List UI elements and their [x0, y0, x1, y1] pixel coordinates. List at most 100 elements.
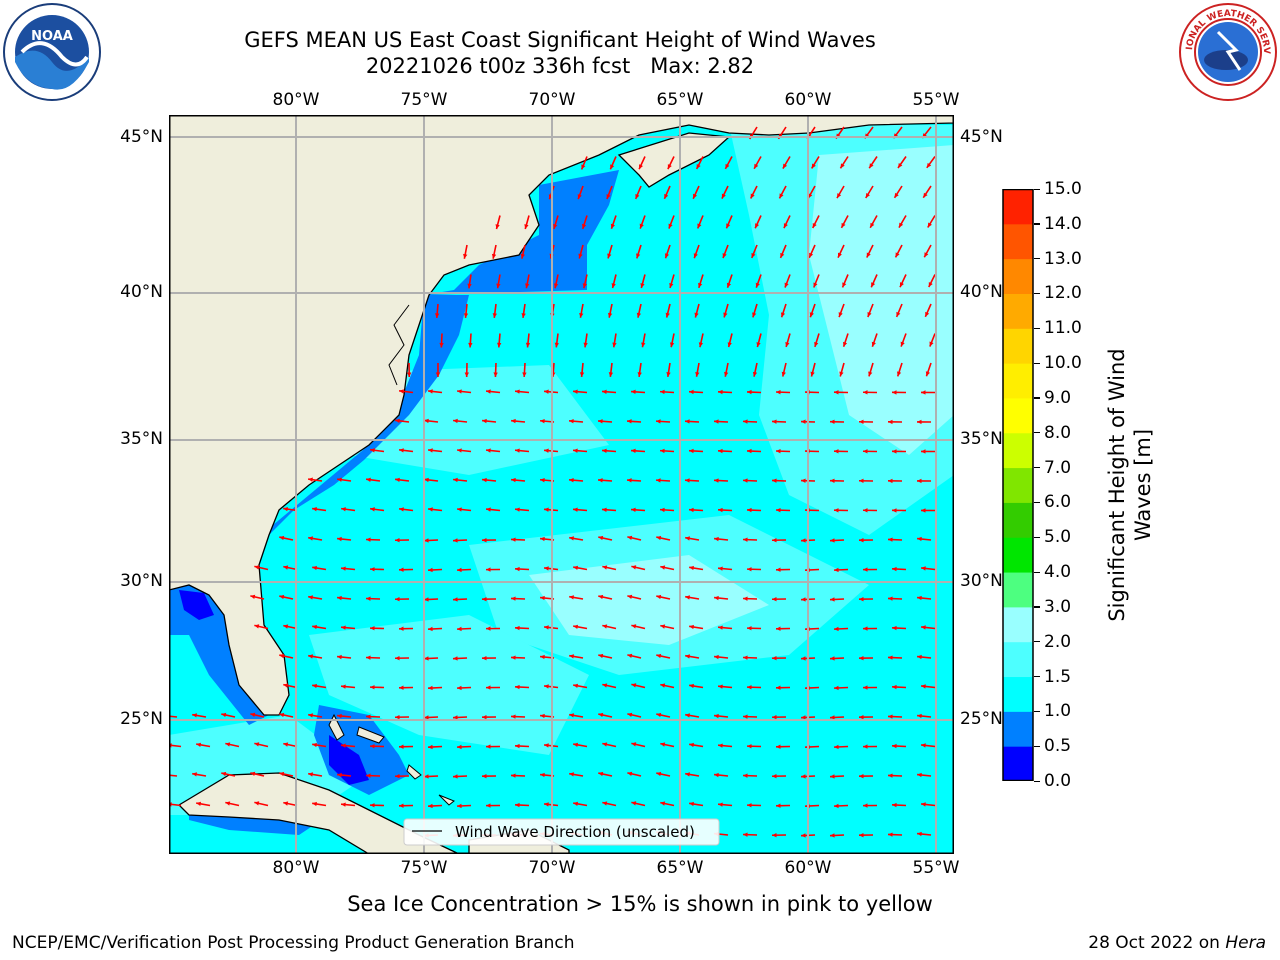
- wave-direction-arrowhead: [888, 419, 893, 425]
- wave-direction-arrowhead: [250, 771, 256, 776]
- wave-direction-arrowhead: [776, 744, 781, 749]
- wave-direction-arrowhead: [463, 253, 468, 259]
- lon-label-top-80w: 80°W: [272, 90, 320, 110]
- wave-direction-arrowhead: [892, 684, 897, 690]
- wave-direction-arrowhead: [540, 477, 545, 483]
- shallow-band-se: [247, 295, 469, 595]
- wave-direction-arrowhead: [399, 448, 404, 453]
- wave-direction-arrowhead: [221, 771, 227, 777]
- wave-direction-arrowhead: [399, 507, 404, 512]
- wave-direction-arrowhead: [399, 389, 404, 394]
- wave-direction-arrowhead: [664, 253, 670, 259]
- wave-direction-arrowhead: [308, 477, 313, 482]
- colorbar-tick-label: 2.0: [1044, 631, 1072, 652]
- wave-direction-arrowhead: [279, 653, 285, 659]
- wave-direction-arrowhead: [457, 507, 462, 512]
- wave-direction-arrowhead: [747, 626, 752, 631]
- wave-direction-arrowhead: [921, 684, 926, 689]
- wave-direction-arrowhead: [486, 567, 491, 572]
- wave-direction-arrowhead: [497, 342, 502, 348]
- wave-direction-arrowhead: [660, 742, 666, 747]
- wave-direction-arrowhead: [900, 341, 905, 347]
- wave-direction-arrowhead: [366, 714, 371, 719]
- wave-direction-arrowhead: [631, 624, 637, 629]
- wave-direction-arrowhead: [841, 222, 846, 228]
- wave-direction-arrowhead: [811, 163, 816, 169]
- wave-direction-arrowhead: [830, 478, 835, 483]
- wave-direction-arrowhead: [755, 282, 760, 288]
- wave-direction-arrowhead: [894, 192, 899, 198]
- wave-direction-arrowhead: [399, 744, 404, 749]
- wave-direction-arrowhead: [579, 312, 584, 318]
- wave-direction-arrowhead: [714, 713, 719, 719]
- wave-direction-arrowhead: [917, 595, 922, 601]
- wave-direction-arrowhead: [544, 802, 549, 807]
- wave-direction-arrowhead: [610, 223, 615, 229]
- wave-direction-arrowhead: [406, 372, 412, 377]
- colorbar-segment: [1003, 537, 1033, 573]
- colorbar-tick-label: 4.0: [1044, 562, 1072, 583]
- colorbar-tick-mark: [1034, 641, 1040, 643]
- lon-label-top-70w: 70°W: [528, 90, 576, 110]
- wave-direction-arrowhead: [698, 342, 704, 348]
- wave-direction-arrowhead: [892, 449, 897, 454]
- wave-direction-arrowhead: [801, 833, 806, 838]
- wave-direction-arrowhead: [726, 282, 732, 288]
- lat-label-left-30n: 30°N: [120, 571, 163, 591]
- wave-direction-arrowhead: [395, 774, 400, 779]
- wave-direction-arrowhead: [640, 283, 645, 289]
- colorbar-tick-mark: [1034, 467, 1040, 469]
- wave-direction-arrowhead: [747, 685, 752, 690]
- wave-direction-arrowhead: [511, 418, 516, 424]
- wave-direction-arrowhead: [486, 448, 491, 453]
- wave-direction-arrowhead: [428, 803, 433, 809]
- wave-direction-arrowhead: [660, 565, 666, 570]
- colorbar-segment: [1003, 606, 1033, 643]
- wave-direction-arrowhead: [747, 389, 752, 395]
- wave-direction-arrowhead: [669, 342, 675, 348]
- wave-direction-arrowhead: [718, 566, 723, 571]
- wave-direction-arrowhead: [283, 565, 289, 570]
- lat-label-right-35n: 35°N: [960, 429, 1003, 449]
- wave-direction-arrowhead: [631, 507, 636, 513]
- wave-direction-arrowhead: [921, 743, 926, 748]
- wave-direction-arrowhead: [830, 656, 835, 661]
- wave-direction-arrowhead: [495, 224, 500, 230]
- colorbar-tick-label: 13.0: [1044, 248, 1082, 269]
- wave-direction-arrowhead: [515, 566, 520, 572]
- wave-direction-arrowhead: [583, 342, 588, 348]
- wave-direction-arrowhead: [631, 448, 636, 454]
- wave-direction-arrowhead: [747, 507, 752, 513]
- wave-direction-arrowhead: [755, 223, 760, 229]
- wave-direction-arrowhead: [492, 313, 497, 318]
- wave-direction-arrowhead: [482, 714, 487, 720]
- wave-direction-arrowhead: [341, 684, 346, 689]
- colorbar-label-line2: Waves [m]: [1131, 428, 1155, 542]
- wave-direction-arrowhead: [743, 537, 748, 542]
- colorbar-segment: [1003, 746, 1033, 781]
- wave-direction-arrowhead: [607, 253, 612, 259]
- wave-direction-arrowhead: [395, 715, 400, 720]
- wave-direction-arrowhead: [399, 567, 404, 572]
- wave-direction-arrowhead: [524, 224, 529, 229]
- wave-direction-arrowhead: [581, 164, 586, 170]
- wave-direction-arrowhead: [515, 389, 520, 394]
- wave-direction-arrowhead: [428, 626, 433, 632]
- wave-direction-arrowhead: [772, 715, 777, 720]
- wave-direction-arrowhead: [511, 655, 516, 660]
- wave-direction-arrowhead: [809, 312, 814, 318]
- colorbar-tick-label: 14.0: [1044, 213, 1082, 234]
- colorbar-tick-mark: [1034, 676, 1040, 678]
- wave-direction-arrowhead: [366, 477, 371, 482]
- wave-direction-arrowhead: [772, 478, 777, 483]
- wave-direction-arrowhead: [863, 685, 868, 690]
- lon-label-top-60w: 60°W: [784, 90, 832, 110]
- wave-direction-arrowhead: [520, 253, 525, 259]
- wave-direction-arrowhead: [636, 253, 641, 259]
- wave-direction-arrowhead: [424, 774, 429, 779]
- wave-direction-arrowhead: [714, 654, 719, 660]
- wave-direction-arrowhead: [569, 654, 574, 659]
- wave-direction-arrowhead: [779, 193, 784, 199]
- wave-direction-arrowhead: [836, 193, 842, 199]
- wave-direction-arrowhead: [453, 418, 458, 424]
